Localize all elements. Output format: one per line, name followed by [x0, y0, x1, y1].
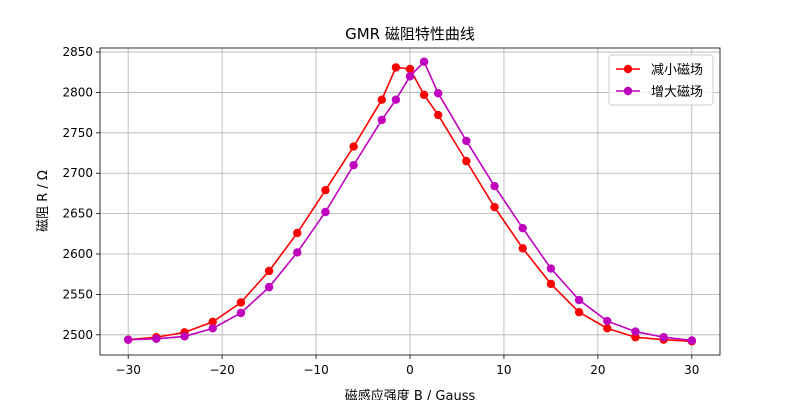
series-2-point — [180, 332, 189, 341]
series-1-point — [574, 307, 584, 317]
series-2-point — [433, 89, 443, 98]
series-1-point — [419, 90, 429, 100]
grid-lines — [100, 48, 720, 355]
series-layer — [123, 57, 697, 346]
x-tick-label: −10 — [303, 363, 328, 377]
series-2-point — [293, 248, 302, 257]
series-1-point — [462, 156, 471, 166]
series-2-point — [377, 115, 387, 125]
chart-title: GMR 磁阻特性曲线 — [345, 25, 475, 43]
y-axis-ticks: 2500 2550 2600 2650 2700 2750 2800 2850 — [62, 45, 100, 342]
x-axis-label: 磁感应强度 B / Gauss — [345, 388, 476, 400]
x-tick-label: 0 — [406, 363, 414, 377]
legend-swatch-marker — [623, 86, 633, 96]
x-tick-label: −20 — [209, 363, 234, 377]
series-2-point — [349, 160, 358, 170]
legend-box — [608, 54, 714, 106]
series-1-point — [293, 228, 302, 238]
series-2 — [123, 57, 697, 345]
x-tick-label: −30 — [116, 363, 141, 377]
series-2-point — [462, 136, 471, 146]
y-tick-label: 2800 — [62, 85, 93, 99]
series-2-point — [391, 95, 401, 104]
series-2-point — [321, 207, 330, 217]
series-1-point — [321, 185, 330, 195]
series-2-point — [631, 327, 640, 336]
y-tick-label: 2600 — [62, 247, 93, 261]
series-2-point — [659, 333, 668, 342]
legend-entry-1: 减小磁场 — [616, 63, 703, 78]
y-tick-label: 2500 — [62, 328, 93, 342]
series-1-point — [236, 298, 246, 307]
series-1-point — [405, 64, 415, 74]
series-1-point — [433, 110, 443, 120]
x-tick-label: 10 — [496, 363, 511, 377]
series-1-point — [349, 142, 358, 151]
series-1-point — [377, 95, 387, 104]
series-2-point — [123, 335, 133, 344]
series-1-point — [546, 279, 556, 289]
y-tick-label: 2650 — [62, 207, 93, 221]
series-1-point — [391, 63, 401, 72]
series-2-point — [518, 223, 527, 233]
series-2-point — [490, 181, 499, 191]
y-tick-label: 2750 — [62, 126, 93, 140]
series-2-point — [546, 264, 556, 273]
series-2-point — [405, 72, 415, 81]
x-tick-label: 30 — [684, 363, 699, 377]
series-1-point — [264, 266, 274, 276]
series-2-point — [687, 336, 697, 345]
series-2-point — [152, 334, 161, 344]
y-axis-label: 磁阻 R / Ω — [36, 170, 51, 232]
y-tick-label: 2850 — [62, 45, 93, 59]
series-2-point — [236, 308, 246, 318]
x-tick-label: 20 — [590, 363, 605, 377]
legend-label: 增大磁场 — [651, 85, 703, 100]
y-tick-label: 2700 — [62, 166, 93, 180]
x-axis-ticks: −30 −20 −10 0 10 20 30 — [116, 355, 699, 377]
legend-label: 减小磁场 — [651, 63, 703, 78]
series-2-point — [603, 316, 612, 326]
series-1-point — [490, 202, 499, 212]
legend-swatch-marker — [623, 64, 633, 74]
series-2-point — [574, 295, 584, 305]
series-1-point — [208, 317, 217, 327]
series-2-point — [419, 57, 429, 66]
series-2-point — [208, 324, 217, 333]
series-1-point — [518, 244, 527, 253]
y-tick-label: 2550 — [62, 287, 93, 301]
legend-entry-2: 增大磁场 — [616, 85, 703, 100]
series-1-point — [603, 324, 612, 333]
series-2-point — [264, 282, 274, 292]
